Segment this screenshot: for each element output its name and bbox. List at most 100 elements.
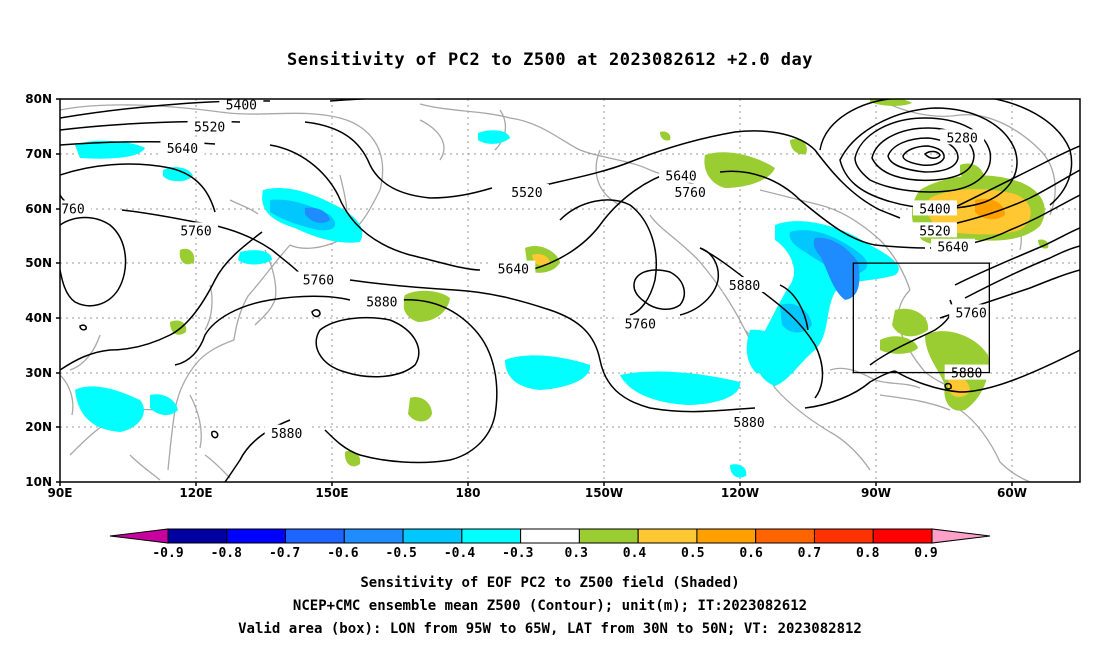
contour-label-bg [174,222,218,238]
contour-label: 5880 [271,427,302,442]
contour-label-bg [359,293,404,309]
shade-positive-8 [704,152,775,188]
colorbar-label: 0.9 [914,546,937,561]
colorbar-box [226,528,287,544]
colorbar-box [285,528,345,544]
colorbar-label: 0.6 [739,546,763,561]
shade-positive-7 [532,254,550,266]
contour-label-bg [940,129,985,145]
z500-contours [60,99,1080,482]
contour-label-bg [659,167,704,183]
lat-label-10n: 10N [25,475,52,489]
contour-label-bg [264,424,309,440]
colorbar-box [872,528,933,544]
shade-positive-5 [344,450,361,467]
contour-label-bg [296,271,341,287]
shade-positive-11 [975,198,1005,220]
lat-label-80n: 80N [25,92,52,106]
colorbar-box [637,528,698,544]
contour-label-bg [219,99,264,112]
lat-label-60n: 60N [25,202,52,216]
contour-label: 5760 [180,224,211,239]
colorbar-box [696,528,757,544]
lon-label-90w: 90W [861,486,891,500]
colorbar-label: 0.3 [564,546,587,561]
colorbar-label: -0.8 [211,546,242,561]
colorbar-box [402,528,463,544]
shade-positive-15 [880,336,918,354]
colorbar-box [461,528,522,544]
contour-label: 5400 [919,202,950,217]
colorbar-label: 0.4 [623,546,647,561]
contour-label: 5880 [951,367,982,382]
shade-negative-9 [620,371,741,405]
lat-label-30n: 30N [25,366,52,380]
contour-label-bg [491,260,536,276]
chart-title: Sensitivity of PC2 to Z500 at 2023082612… [286,50,813,70]
shade-negative-13 [780,303,812,333]
shade-negative-5 [305,207,330,223]
colorbar-label: -0.5 [386,546,417,561]
shade-positive-19 [790,138,807,155]
lon-label-90e: 90E [48,486,73,500]
shade-negative-17 [730,464,747,478]
contour-label-bg [727,413,772,429]
shade-negative-7 [478,130,510,144]
colorbar-low-triangle [109,528,169,544]
shade-positive-4 [408,396,432,422]
colorbar-box [167,528,228,544]
contour-label-bg [949,304,994,320]
shade-positive-12 [960,163,985,183]
contour-label: 5760 [674,186,705,201]
contour-label: 5640 [167,142,198,157]
contour-label-bg [187,118,232,134]
contour-label: 5280 [946,131,977,146]
contour-label-bg [912,200,957,216]
contour-label: 5640 [937,241,968,256]
contour-label: 5760 [303,274,334,289]
contour-label: 5640 [665,170,696,185]
lat-label-50n: 50N [25,256,52,270]
contour-label-bg [504,184,549,200]
longitude-labels: 90E 120E 150E 180 150W 120W 90W 60W [48,486,1027,500]
colorbar-box [813,528,874,544]
contour-label: 5880 [733,416,764,431]
shade-negative-14 [746,329,795,375]
caption-shading: Sensitivity of EOF PC2 to Z500 field (Sh… [360,575,740,591]
contour-label: 5880 [366,295,397,310]
shade-negative-12 [813,237,860,300]
shade-negative-2 [163,167,193,182]
shade-positive-14 [892,308,929,337]
contour-label-bg [60,200,92,216]
colorbar-label: 0.5 [681,546,704,561]
lon-label-120w: 120W [721,486,759,500]
caption-contour: NCEP+CMC ensemble mean Z500 (Contour); u… [292,598,808,614]
colorbar: -0.9 -0.8 -0.7 -0.6 -0.5 -0.4 -0.3 0.3 0… [109,528,991,561]
contour-label: 5520 [511,186,542,201]
shade-negative-16 [150,394,178,416]
shade-negative-15 [75,386,144,432]
contour-label: 5760 [956,306,987,321]
contour-label-bg [722,277,767,293]
contour-label: 5640 [498,263,529,278]
contour-label-bg [668,184,713,200]
sensitivity-shading [75,99,1049,478]
shade-negative-1 [75,140,145,159]
contour-label: 5400 [226,98,257,113]
map-frame [59,98,1081,483]
colorbar-label: -0.9 [152,546,183,561]
lon-label-150w: 150W [585,486,623,500]
colorbar-box [578,528,639,544]
contour-label: 5760 [53,202,84,217]
shade-positive-3 [403,290,450,322]
lat-label-40n: 40N [25,311,52,325]
colorbar-label: -0.6 [327,546,358,561]
shade-negative-8 [505,355,591,390]
colorbar-label: -0.7 [269,546,300,561]
contour-labels: 5400552056405760576055205640576052805400… [53,98,994,442]
colorbar-label: 0.7 [798,546,821,561]
shade-positive-1 [179,248,195,265]
contour-label: 5520 [919,224,950,239]
contour-label-bg [912,222,957,238]
colorbar-label: -0.4 [444,546,475,561]
